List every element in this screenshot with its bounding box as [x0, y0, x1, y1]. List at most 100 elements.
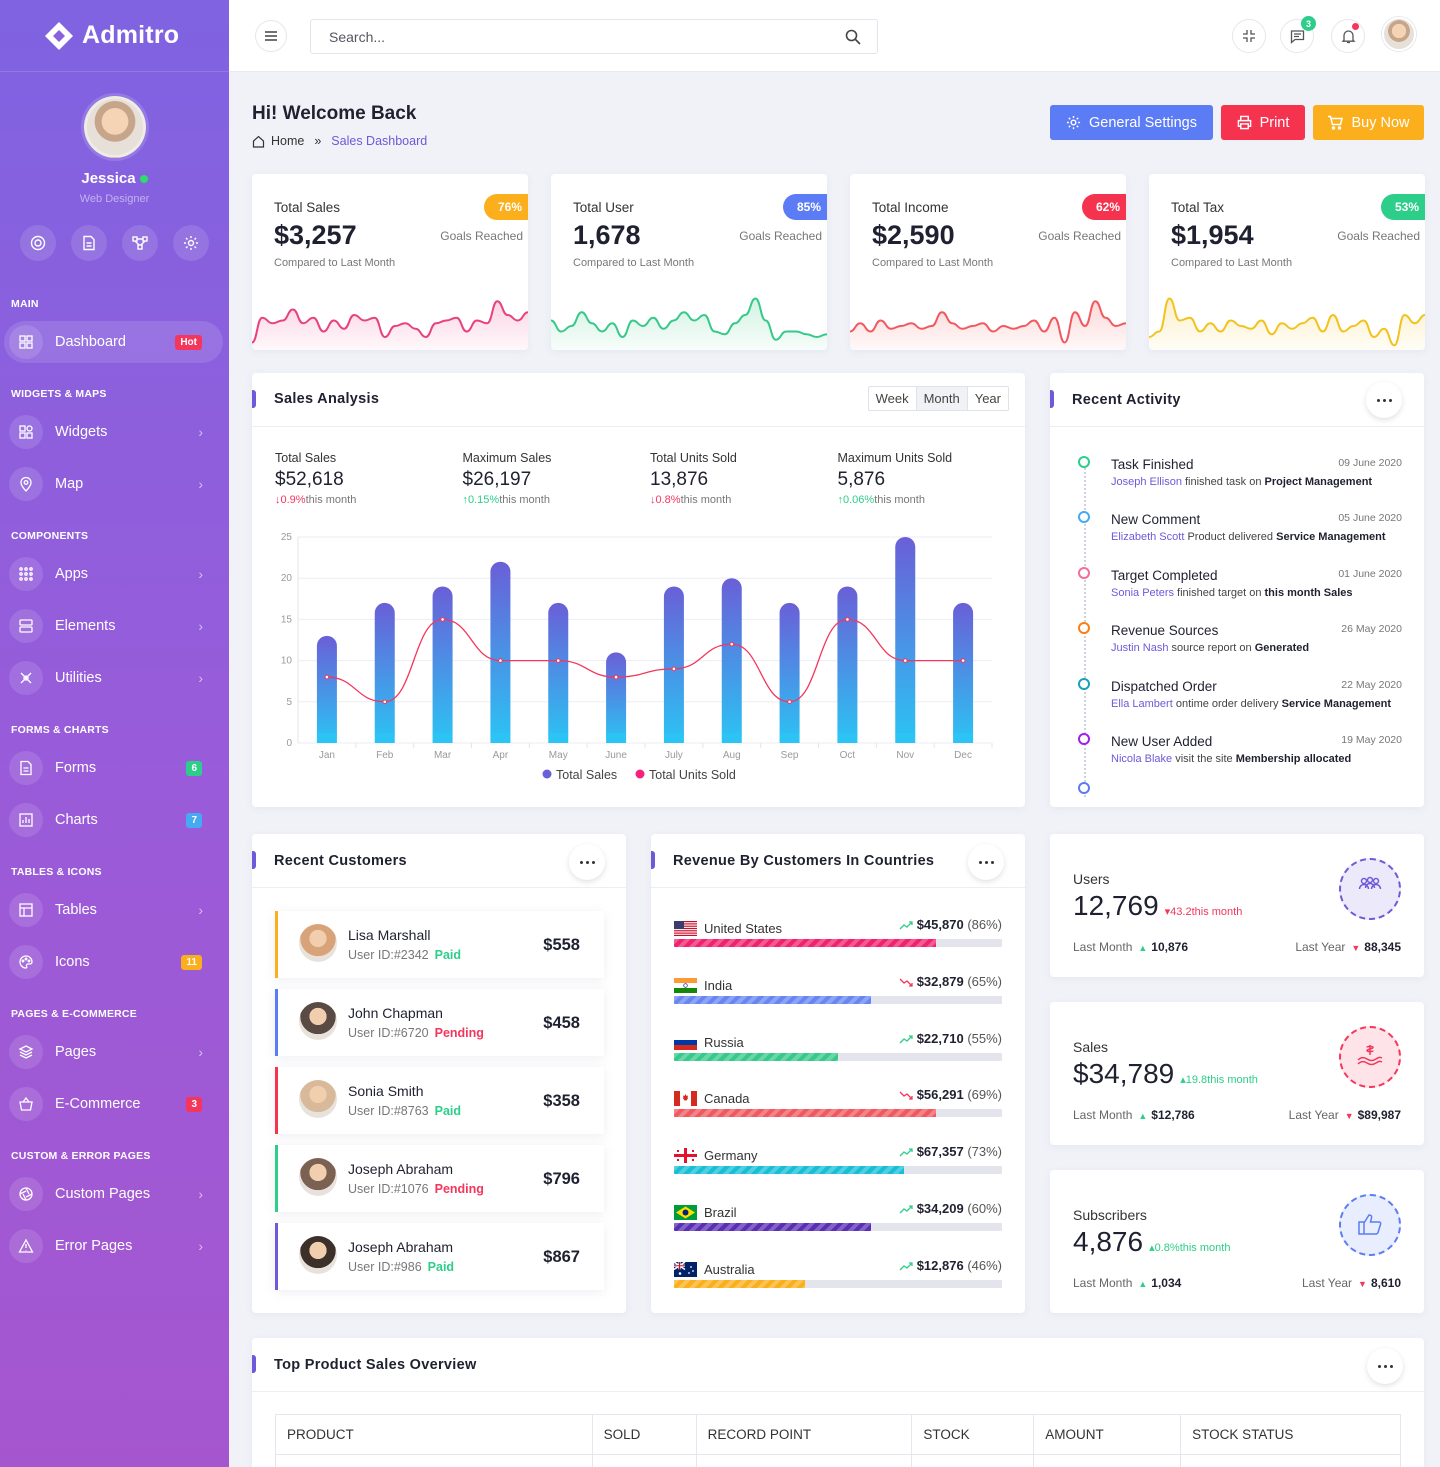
down-arrow-icon: ▼ — [1351, 943, 1361, 953]
point-units-dec[interactable] — [960, 658, 966, 663]
sidebar-item-utilities[interactable]: Utilities › — [0, 652, 229, 704]
search-icon[interactable] — [845, 29, 861, 50]
customer-row[interactable]: Joseph Abraham User ID:#1076 Pending $796 — [275, 1145, 604, 1212]
print-button[interactable]: Print — [1221, 105, 1305, 140]
legend-label[interactable]: Total Units Sold — [649, 768, 736, 782]
sidebar-item-pages[interactable]: Pages › — [0, 1026, 229, 1078]
customer-id: User ID:#986 — [348, 1260, 422, 1274]
bar-total-sales-mar[interactable] — [432, 586, 453, 743]
point-units-aug[interactable] — [729, 641, 735, 647]
general-settings-button[interactable]: General Settings — [1050, 105, 1213, 140]
country-name: India — [704, 977, 733, 993]
point-units-apr[interactable] — [498, 658, 503, 663]
sidebar-item-forms[interactable]: Forms 6 — [0, 742, 229, 794]
bar-total-sales-july[interactable] — [663, 586, 684, 743]
activity-user-link[interactable]: Nicola Blake — [1111, 753, 1173, 765]
activity-title[interactable]: New Comment — [1111, 512, 1201, 528]
sidebar-item-elements[interactable]: Elements › — [0, 600, 229, 652]
activity-user-link[interactable]: Justin Nash — [1111, 642, 1169, 655]
bar-total-sales-dec[interactable] — [953, 602, 974, 743]
column-header-record-point[interactable]: RECORD POINT — [695, 1414, 913, 1455]
lifebuoy-icon[interactable] — [20, 225, 56, 261]
column-header-product[interactable]: PRODUCT — [275, 1414, 593, 1455]
sidebar-section-title: COMPONENTS — [11, 530, 89, 542]
flag-russia-icon — [674, 1034, 697, 1050]
document-icon[interactable] — [71, 225, 107, 261]
period-month[interactable]: Month — [916, 387, 968, 410]
more-options-icon[interactable] — [968, 844, 1004, 880]
column-header-stock-status[interactable]: STOCK STATUS — [1180, 1414, 1401, 1455]
activity-title[interactable]: Task Finished — [1111, 457, 1194, 472]
more-options-icon[interactable] — [1366, 382, 1402, 418]
user-avatar[interactable] — [1382, 17, 1416, 51]
activity-user-link[interactable]: Ella Lambert — [1111, 697, 1173, 710]
point-units-july[interactable] — [671, 666, 677, 672]
profile-avatar[interactable] — [83, 96, 146, 158]
point-units-sep[interactable] — [787, 699, 792, 705]
legend-label[interactable]: Total Sales — [556, 768, 617, 782]
point-units-jan[interactable] — [324, 674, 330, 680]
divider — [1050, 426, 1424, 427]
sidebar-item-error-pages[interactable]: Error Pages › — [0, 1220, 229, 1272]
activity-title[interactable]: New User Added — [1111, 734, 1213, 749]
sidebar-item-tables[interactable]: Tables › — [0, 884, 229, 936]
buy-now-button[interactable]: Buy Now — [1313, 105, 1424, 140]
bar-total-sales-june[interactable] — [606, 652, 627, 743]
chevron-right-icon: › — [198, 670, 203, 686]
sidebar-item-map[interactable]: Map › — [0, 458, 229, 510]
bar-total-sales-aug[interactable] — [721, 578, 742, 743]
fullscreen-icon[interactable] — [1232, 19, 1266, 53]
activity-user-link[interactable]: Sonia Peters — [1111, 586, 1174, 599]
messages-icon[interactable]: 3 — [1280, 16, 1316, 53]
sidebar-item-apps[interactable]: Apps › — [0, 548, 229, 600]
customer-row[interactable]: Joseph Abraham User ID:#986 Paid $867 — [275, 1223, 604, 1290]
period-year[interactable]: Year — [974, 391, 1001, 406]
point-units-nov[interactable] — [902, 658, 908, 663]
more-options-icon[interactable] — [569, 844, 605, 880]
activity-user-link[interactable]: Elizabeth Scott — [1111, 531, 1185, 544]
customer-row[interactable]: John Chapman User ID:#6720 Pending $458 — [275, 989, 604, 1056]
sidebar-item-e-commerce[interactable]: E-Commerce 3 — [0, 1078, 229, 1130]
point-units-june[interactable] — [613, 674, 619, 680]
sidebar-item-custom-pages[interactable]: Custom Pages › — [0, 1168, 229, 1220]
column-header-amount[interactable]: AMOUNT — [1033, 1414, 1182, 1455]
activity-user-link[interactable]: Joseph Ellison — [1111, 476, 1182, 488]
settings-icon[interactable] — [173, 225, 209, 261]
point-units-oct[interactable] — [845, 617, 850, 622]
last-year-label: Last Year — [1288, 1108, 1339, 1122]
notification-bell-icon[interactable] — [1331, 19, 1365, 53]
x-tick-label: Oct — [840, 750, 856, 761]
point-units-feb[interactable] — [382, 699, 388, 705]
column-header-sold[interactable]: SOLD — [591, 1414, 697, 1455]
trend-arrow-icon: ▴ — [1180, 1074, 1186, 1086]
column-header-stock[interactable]: STOCK — [911, 1414, 1035, 1455]
more-options-icon[interactable] — [1367, 1348, 1403, 1384]
bar-total-sales-apr[interactable] — [490, 561, 511, 743]
sidebar-profile: Jessica Web Designer — [0, 72, 229, 292]
breadcrumb-home[interactable]: Home — [271, 134, 305, 148]
sidebar-item-charts[interactable]: Charts 7 — [0, 794, 229, 846]
share-icon[interactable] — [122, 225, 158, 261]
point-units-may[interactable] — [555, 658, 561, 663]
bar-total-sales-feb[interactable] — [374, 602, 395, 743]
customer-row[interactable]: Sonia Smith User ID:#8763 Paid $358 — [275, 1067, 604, 1134]
basket-icon — [9, 1087, 43, 1121]
brand[interactable]: Admitro — [0, 0, 229, 72]
bar-total-sales-nov[interactable] — [895, 537, 916, 743]
bar-total-sales-may[interactable] — [548, 602, 569, 743]
customer-row[interactable]: Lisa Marshall User ID:#2342 Paid $558 — [275, 911, 604, 978]
period-week[interactable]: Week — [869, 387, 917, 410]
sidebar-item-icons[interactable]: Icons 11 — [0, 936, 229, 988]
sidebar-item-widgets[interactable]: Widgets › — [0, 406, 229, 458]
menu-toggle-icon[interactable] — [255, 20, 287, 52]
search-input[interactable] — [329, 28, 829, 45]
bar-total-sales-sep[interactable] — [779, 602, 800, 743]
activity-title[interactable]: Dispatched Order — [1111, 678, 1217, 694]
sidebar-item-dashboard[interactable]: Dashboard Hot — [0, 316, 229, 368]
activity-title[interactable]: Target Completed — [1111, 567, 1218, 583]
bar-total-sales-jan[interactable] — [316, 635, 337, 743]
activity-title[interactable]: Revenue Sources — [1111, 623, 1219, 639]
customer-name: John Chapman — [348, 1005, 443, 1021]
bar-total-sales-oct[interactable] — [837, 586, 858, 743]
point-units-mar[interactable] — [440, 617, 445, 622]
